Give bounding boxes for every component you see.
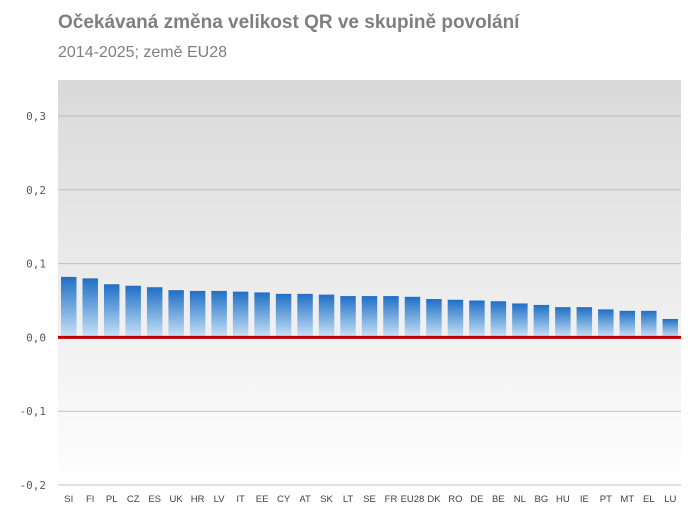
x-tick-label: EL xyxy=(643,494,655,505)
bar-cz xyxy=(125,285,141,338)
bar-lt xyxy=(340,296,356,338)
x-tick-label: FI xyxy=(86,494,94,505)
bar-hr xyxy=(189,290,206,338)
x-tick-label: EE xyxy=(256,494,269,505)
x-tick-label: BG xyxy=(534,494,548,505)
bar-bg xyxy=(533,304,550,338)
y-tick-label: 0,2 xyxy=(26,184,46,197)
x-tick-label: AT xyxy=(299,494,311,505)
bars xyxy=(61,276,678,338)
bar-lv xyxy=(211,290,227,338)
bar-si xyxy=(61,276,77,338)
bar-at xyxy=(297,293,313,338)
gridlines xyxy=(58,115,681,486)
bar-hu xyxy=(555,307,571,338)
bar-ie xyxy=(576,307,593,338)
x-tick-label: LU xyxy=(664,494,676,505)
x-tick-label: SK xyxy=(320,494,333,505)
x-tick-label: LV xyxy=(214,494,226,505)
x-tick-label: SE xyxy=(363,494,376,505)
bar-el xyxy=(641,310,657,338)
bar-fi xyxy=(82,278,98,338)
y-tick-label: -0,1 xyxy=(20,405,47,418)
x-tick-label: HR xyxy=(191,494,205,505)
bar-nl xyxy=(512,303,528,338)
x-tick-label: PL xyxy=(106,494,118,505)
x-tick-label: NL xyxy=(514,494,526,505)
bar-it xyxy=(232,291,249,338)
y-tick-label: -0,2 xyxy=(20,479,47,492)
x-tick-label: MT xyxy=(620,494,634,505)
bar-ro xyxy=(447,299,464,338)
x-tick-label: HU xyxy=(556,494,570,505)
bar-pt xyxy=(598,309,614,338)
bar-se xyxy=(361,296,378,338)
x-tick-label: DE xyxy=(470,494,483,505)
x-tick-label: RO xyxy=(448,494,462,505)
x-tick-label: BE xyxy=(492,494,505,505)
bar-cy xyxy=(275,293,292,338)
y-axis-ticks: 0,3 0,2 0,1 0,0 -0,1 -0,2 xyxy=(20,110,47,492)
bar-de xyxy=(469,300,485,338)
y-tick-label: 0,1 xyxy=(26,258,46,271)
bar-ee xyxy=(254,292,270,338)
x-tick-label: DK xyxy=(427,494,441,505)
x-tick-label: PT xyxy=(600,494,612,505)
bar-pl xyxy=(103,284,120,338)
x-tick-label: CZ xyxy=(127,494,140,505)
chart-subtitle: 2014-2025; země EU28 xyxy=(58,44,227,61)
bar-dk xyxy=(426,299,442,338)
x-tick-label: UK xyxy=(170,494,184,505)
bar-be xyxy=(490,301,507,338)
bar-mt xyxy=(619,310,636,338)
bar-uk xyxy=(168,290,184,338)
x-tick-label: IT xyxy=(236,494,245,505)
chart-title: Očekávaná změna velikost QR ve skupině p… xyxy=(58,12,520,33)
x-tick-label: LT xyxy=(343,494,354,505)
x-tick-label: IE xyxy=(580,494,589,505)
x-tick-label: FR xyxy=(385,494,398,505)
bar-fr xyxy=(383,296,399,338)
bar-es xyxy=(146,287,163,338)
bar-eu28 xyxy=(404,296,421,338)
y-tick-label: 0,0 xyxy=(26,331,46,344)
x-axis-ticks: SI FI PL CZ ES UK HR LV IT EE CY AT SK LT SE FR EU28 DK RO… xyxy=(64,494,676,505)
bar-lu xyxy=(662,318,678,338)
bar-sk xyxy=(318,294,335,338)
x-tick-label: CY xyxy=(277,494,291,505)
x-tick-label: SI xyxy=(64,494,73,505)
x-tick-label: ES xyxy=(148,494,161,505)
plot-area xyxy=(58,80,681,490)
y-tick-label: 0,3 xyxy=(26,110,46,123)
x-tick-label: EU28 xyxy=(401,494,425,505)
